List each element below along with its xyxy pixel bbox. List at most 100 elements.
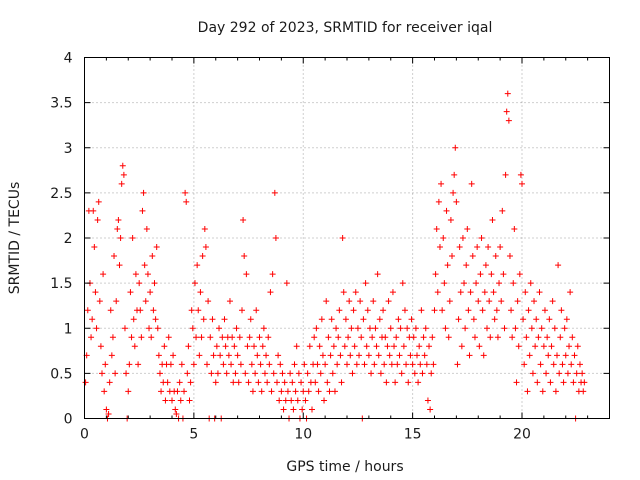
- data-point: [299, 406, 306, 413]
- data-point: [478, 235, 485, 241]
- data-point: [232, 370, 239, 377]
- data-point: [489, 216, 496, 223]
- data-point: [389, 289, 396, 296]
- data-point: [182, 189, 189, 196]
- data-point: [527, 280, 534, 287]
- data-point: [526, 352, 533, 359]
- data-point: [513, 379, 520, 386]
- data-point: [146, 325, 153, 332]
- data-point: [278, 388, 285, 395]
- data-point: [252, 370, 259, 377]
- data-point: [556, 370, 563, 377]
- data-point: [351, 343, 358, 350]
- data-point: [461, 280, 468, 287]
- data-point: [354, 325, 361, 332]
- data-point: [327, 352, 334, 359]
- data-point: [486, 298, 493, 305]
- data-point: [126, 361, 133, 368]
- data-point: [183, 198, 190, 205]
- data-point: [456, 244, 463, 251]
- data-point: [547, 379, 554, 386]
- data-point: [304, 370, 311, 377]
- data-point: [266, 361, 273, 368]
- data-point: [349, 370, 356, 377]
- data-point: [201, 225, 208, 232]
- data-point: [473, 280, 480, 287]
- data-point: [559, 361, 566, 368]
- data-point: [368, 370, 375, 377]
- data-point: [539, 388, 546, 395]
- data-point: [512, 325, 519, 332]
- data-point: [520, 316, 527, 323]
- data-point: [270, 370, 277, 377]
- data-point: [463, 262, 470, 269]
- data-point: [226, 298, 233, 305]
- data-point: [298, 379, 305, 386]
- data-point: [543, 370, 550, 377]
- data-point: [348, 325, 355, 332]
- data-point: [357, 298, 364, 305]
- data-point: [549, 298, 556, 305]
- data-point: [477, 271, 484, 278]
- data-point: [494, 334, 501, 341]
- data-point: [538, 325, 545, 332]
- data-point: [544, 334, 551, 341]
- x-axis-label: GPS time / hours: [286, 459, 403, 475]
- data-point: [236, 334, 243, 341]
- y-tick-label: 2: [64, 231, 73, 247]
- data-point: [331, 388, 338, 395]
- data-point: [271, 189, 278, 196]
- data-point: [309, 406, 315, 413]
- data-point: [136, 280, 143, 287]
- data-point: [302, 397, 309, 404]
- data-point: [339, 235, 346, 241]
- data-point: [560, 379, 567, 386]
- data-point: [579, 370, 586, 377]
- data-point: [576, 361, 583, 368]
- data-point: [281, 379, 288, 386]
- data-point: [531, 298, 538, 305]
- data-point: [447, 216, 454, 223]
- data-point: [375, 352, 382, 359]
- data-point: [408, 316, 415, 323]
- y-tick-label: 3: [64, 141, 73, 157]
- data-point: [107, 307, 114, 314]
- data-point: [534, 379, 541, 386]
- data-point: [400, 343, 407, 350]
- data-point: [382, 334, 389, 341]
- data-point: [361, 361, 368, 368]
- data-point: [127, 289, 134, 296]
- data-point: [366, 325, 373, 332]
- data-point: [573, 370, 580, 377]
- data-point: [569, 334, 576, 341]
- data-point: [251, 343, 258, 350]
- data-point: [492, 253, 499, 260]
- data-point: [88, 334, 95, 341]
- data-point: [436, 244, 443, 251]
- data-point: [333, 325, 340, 332]
- data-point: [209, 316, 216, 323]
- data-point: [120, 171, 127, 178]
- data-point: [147, 289, 154, 296]
- data-point: [450, 189, 457, 196]
- data-point: [255, 379, 262, 386]
- data-point: [129, 235, 136, 241]
- data-point: [191, 280, 198, 287]
- data-point: [506, 253, 513, 260]
- data-point: [499, 207, 506, 214]
- data-point: [94, 216, 101, 223]
- data-point: [352, 289, 359, 296]
- data-point: [581, 379, 588, 386]
- x-tick-label: 15: [404, 427, 422, 443]
- data-point: [546, 316, 553, 323]
- data-point: [388, 361, 395, 368]
- data-point: [190, 361, 197, 368]
- data-point: [580, 388, 587, 395]
- data-point: [264, 379, 271, 386]
- data-point: [342, 316, 349, 323]
- data-point: [150, 307, 157, 314]
- y-tick-label: 1.5: [50, 276, 72, 292]
- axis-ticks: 0 5 10 15 20 0 0.5 1 1.5 2 2.5 3 3.5 4: [50, 51, 610, 443]
- data-point: [558, 307, 565, 314]
- data-point: [395, 316, 402, 323]
